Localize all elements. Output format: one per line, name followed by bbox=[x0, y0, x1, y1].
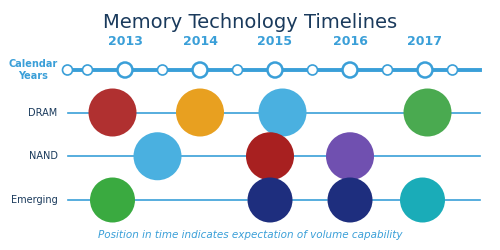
Text: 2014: 2014 bbox=[182, 34, 218, 48]
Text: Calendar
Years: Calendar Years bbox=[8, 59, 58, 81]
Text: 2013: 2013 bbox=[108, 34, 142, 48]
Text: 2015: 2015 bbox=[258, 34, 292, 48]
Text: 1Xnm: 1Xnm bbox=[264, 108, 300, 118]
Text: Memory Technology Timelines: Memory Technology Timelines bbox=[103, 12, 397, 32]
Text: PCM: PCM bbox=[99, 195, 126, 205]
Text: 25nm: 25nm bbox=[95, 108, 130, 118]
Text: Position in time indicates expectation of volume capability: Position in time indicates expectation o… bbox=[98, 230, 402, 240]
Text: DRAM: DRAM bbox=[28, 108, 58, 118]
Text: New
Memory B
Gen 1: New Memory B Gen 1 bbox=[400, 185, 445, 215]
Text: 3D NAND
Gen 2: 3D NAND Gen 2 bbox=[326, 146, 374, 166]
Text: 20nm: 20nm bbox=[182, 108, 218, 118]
Text: New
Memory A
Gen 1: New Memory A Gen 1 bbox=[247, 185, 293, 215]
Text: 3D NAND
Gen 1: 3D NAND Gen 1 bbox=[246, 146, 294, 166]
Text: 16nm: 16nm bbox=[140, 151, 175, 161]
Text: 2017: 2017 bbox=[408, 34, 442, 48]
Text: 2016: 2016 bbox=[332, 34, 368, 48]
Text: 1Ynm: 1Ynm bbox=[410, 108, 445, 118]
Text: Emerging: Emerging bbox=[11, 195, 58, 205]
Text: NAND: NAND bbox=[28, 151, 58, 161]
Text: New
Memory A
Gen 2: New Memory A Gen 2 bbox=[327, 185, 373, 215]
